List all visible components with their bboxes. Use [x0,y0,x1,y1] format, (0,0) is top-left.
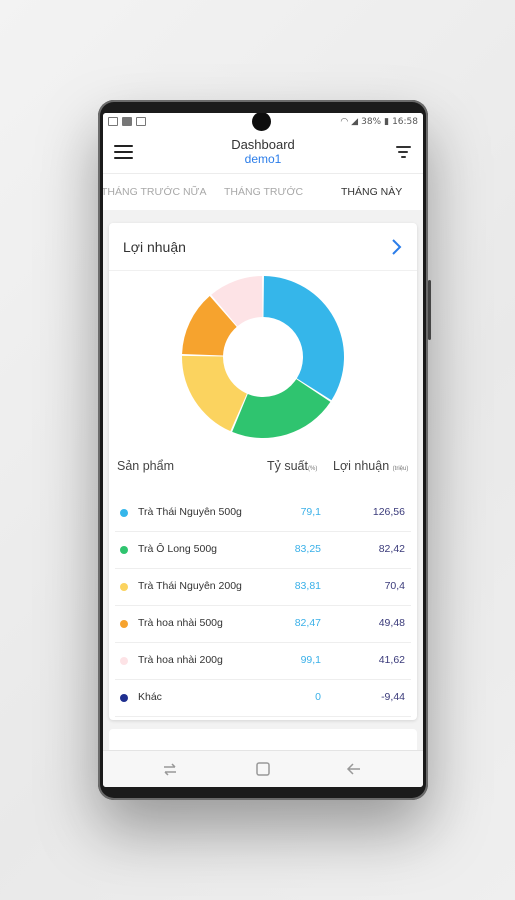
donut-slice[interactable] [182,355,247,432]
table-row[interactable]: Trà hoa nhài 500g 82,47 49,48 [115,606,411,643]
notification-icon [108,117,118,126]
signal-icon: ◢ [351,116,359,127]
product-profit: 70,4 [384,580,405,592]
phone-side-button [428,280,431,340]
product-table: Trà Thái Nguyên 500g 79,1 126,56 Trà Ô Long… [115,495,411,717]
col-rate-unit: (%) [308,466,318,472]
table-row[interactable]: Trà Thái Nguyên 200g 83,81 70,4 [115,569,411,606]
tab-thang-nay[interactable]: THÁNG NÀY [341,186,403,198]
battery-level: 38% [361,116,382,127]
youtube-icon [122,117,132,126]
period-tabs: THÁNG TRƯỚC NỮA THÁNG TRƯỚC THÁNG NÀY [103,174,423,210]
legend-dot [120,620,128,628]
col-product: Sản phẩm [117,459,174,473]
legend-dot [120,583,128,591]
wifi-icon: ◠ [340,116,349,127]
donut-slice[interactable] [182,295,237,356]
product-name: Trà hoa nhài 500g [138,617,223,629]
product-profit: 41,62 [378,654,405,666]
profit-card: Lợi nhuận Sản phẩm Tỷ suất(%) Lợi nhuận … [109,223,417,720]
product-profit: 49,48 [378,617,405,629]
col-profit: Lợi nhuận [333,459,390,473]
product-rate: 83,25 [294,543,321,555]
product-rate: 99,1 [300,654,321,666]
battery-icon: ▮ [384,116,390,127]
clock: 16:58 [392,116,418,127]
page-title: Dashboard [231,136,295,152]
product-profit: 126,56 [372,506,405,518]
table-row[interactable]: Trà Thái Nguyên 500g 79,1 126,56 [115,495,411,532]
product-name: Trà Ô Long 500g [138,543,217,555]
table-row[interactable]: Trà Ô Long 500g 83,25 82,42 [115,532,411,569]
table-header: Sản phẩm Tỷ suất(%) Lợi nhuận (triệu) [109,455,417,485]
app-bar: Dashboard demo1 [103,130,423,174]
back-icon[interactable] [345,760,363,778]
card-title: Lợi nhuận [123,238,186,255]
product-rate: 79,1 [300,506,321,518]
legend-dot [120,694,128,702]
product-profit: 82,42 [378,543,405,555]
tab-thang-truoc[interactable]: THÁNG TRƯỚC [224,186,304,198]
product-name: Khác [138,691,162,703]
donut-slice[interactable] [232,379,331,438]
recents-icon[interactable] [161,760,179,778]
product-rate: 0 [315,691,321,703]
filter-icon[interactable] [383,130,423,173]
product-rate: 82,47 [294,617,321,629]
legend-dot [120,509,128,517]
product-name: Trà Thái Nguyên 200g [138,580,242,592]
table-row[interactable]: Khác 0 -9,44 [115,680,411,717]
home-icon[interactable] [254,760,272,778]
phone-frame: ◠ ◢ 38% ▮ 16:58 Dashboard demo1 THÁNG TR… [98,100,431,800]
screen: ◠ ◢ 38% ▮ 16:58 Dashboard demo1 THÁNG TR… [103,113,423,787]
calendar-icon [136,117,146,126]
account-name[interactable]: demo1 [244,151,282,166]
hamburger-icon[interactable] [103,130,143,173]
camera-hole [252,113,271,131]
legend-dot [120,546,128,554]
donut-slice[interactable] [211,276,263,327]
profit-donut-chart [182,276,344,438]
product-rate: 83,81 [294,580,321,592]
table-row[interactable]: Trà hoa nhài 200g 99,1 41,62 [115,643,411,680]
donut-slice[interactable] [263,276,344,401]
product-name: Trà hoa nhài 200g [138,654,223,666]
chevron-right-icon[interactable] [385,236,407,258]
product-profit: -9,44 [381,691,405,703]
product-name: Trà Thái Nguyên 500g [138,506,242,518]
tab-thang-truoc-nua[interactable]: THÁNG TRƯỚC NỮA [103,186,207,198]
col-profit-unit: (triệu) [392,466,409,472]
legend-dot [120,657,128,665]
col-rate: Tỷ suất [267,459,308,473]
status-bar: ◠ ◢ 38% ▮ 16:58 [103,113,423,131]
system-nav-bar [103,750,423,787]
